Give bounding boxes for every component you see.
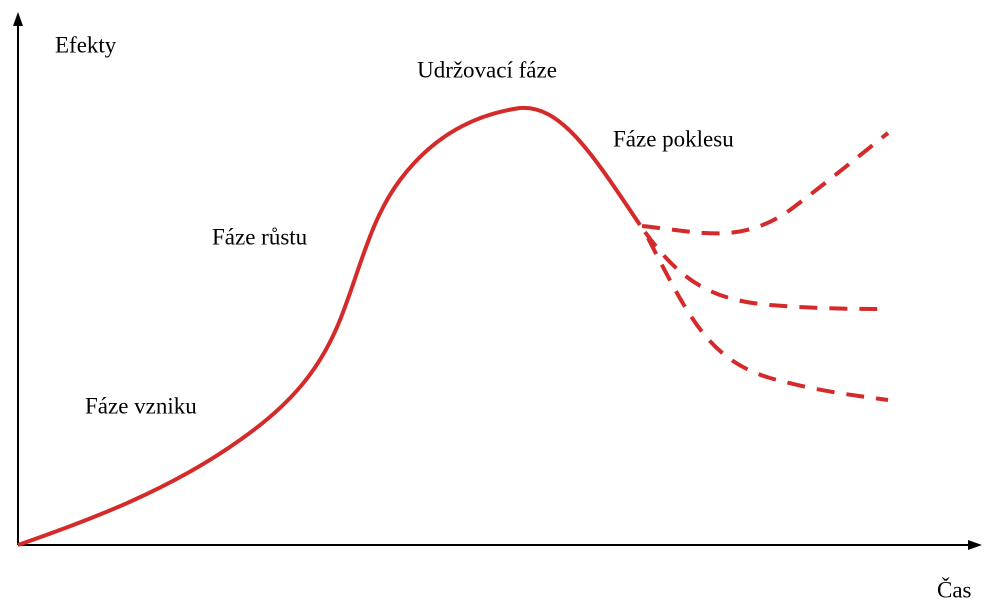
axes bbox=[13, 12, 982, 550]
scenario-growth bbox=[641, 131, 890, 236]
scenario-stable bbox=[643, 230, 889, 311]
phase-label: Udržovací fáze bbox=[417, 57, 557, 82]
x-axis-arrow bbox=[968, 540, 982, 550]
scenario-decline bbox=[646, 237, 889, 402]
y-axis-arrow bbox=[13, 12, 23, 26]
phase-label: Fáze růstu bbox=[212, 224, 308, 249]
life-cycle-curve bbox=[17, 105, 642, 547]
phase-label: Fáze vzniku bbox=[85, 393, 197, 418]
y-axis-label: Efekty bbox=[55, 32, 117, 57]
phase-label: Fáze poklesu bbox=[613, 126, 734, 151]
x-axis-label: Čas bbox=[937, 576, 972, 602]
